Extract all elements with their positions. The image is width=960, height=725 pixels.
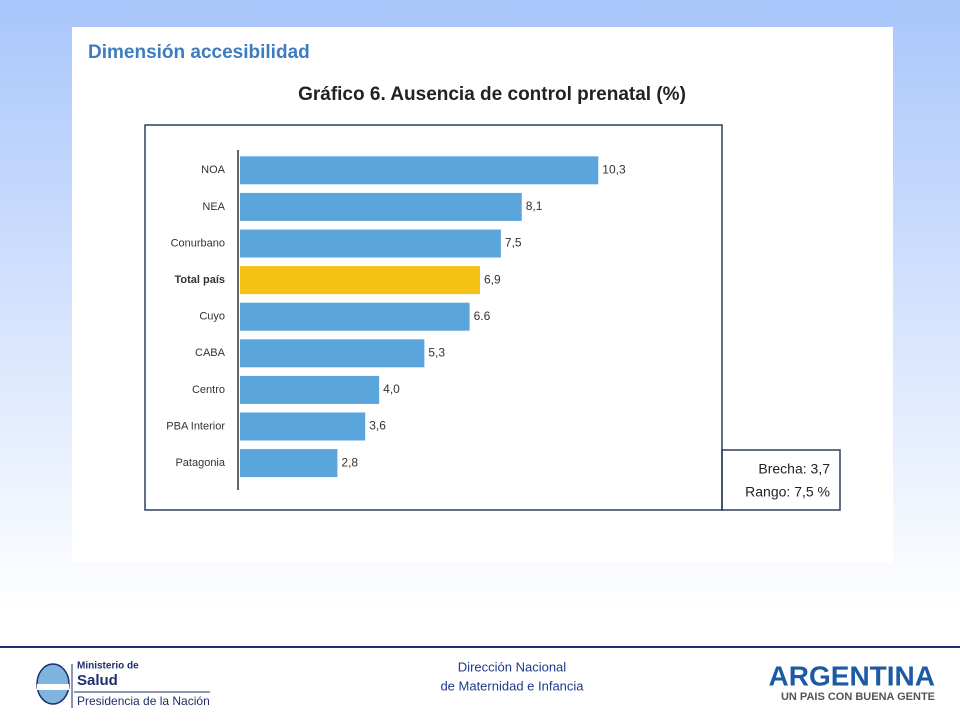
category-label: Total país [174,274,225,286]
heading: Dimensión accesibilidad [88,42,310,63]
value-label: 8,1 [526,199,543,213]
chart-frame [144,124,723,511]
footer-line: Dirección Nacional [458,659,566,674]
category-label: Cuyo [199,311,225,323]
bar [240,266,481,295]
panel [72,27,893,563]
ministry-text: Salud [77,672,118,689]
summary-box [721,449,841,511]
value-label: 3,6 [369,419,386,433]
bar [240,192,522,221]
footer-line: de Maternidad e Infancia [440,678,584,693]
bar [240,412,366,441]
chart-title: Gráfico 6. Ausencia de control prenatal … [298,84,686,105]
brand-slogan: UN PAIS CON BUENA GENTE [781,691,935,703]
value-label: 10,3 [602,162,626,176]
ministry-text: Presidencia de la Nación [77,694,210,708]
category-label: PBA Interior [166,420,225,432]
value-label: 6.6 [474,309,491,323]
category-label: NEA [202,201,225,213]
bar [240,156,599,185]
bar [240,339,425,368]
category-label: NOA [201,164,226,176]
value-label: 7,5 [505,236,522,250]
brecha: Brecha: 3,7 [758,461,830,477]
value-label: 2,8 [341,455,358,469]
ministry-text: Ministerio de [77,661,139,672]
value-label: 4,0 [383,382,400,396]
emblem-band [37,684,69,690]
bar [240,449,338,478]
bar [240,375,380,404]
category-label: Centro [192,384,225,396]
value-label: 5,3 [428,345,445,359]
rango: Rango: 7,5 % [745,484,830,500]
bar [240,229,501,258]
bar [240,302,470,331]
category-label: Patagonia [175,457,225,469]
brand-name: ARGENTINA [769,660,935,691]
bars: NOA 10,3 NEA 8,1 Conurbano 7,5 Total país 6,9 Cu… [166,156,626,478]
category-label: Conurbano [171,237,225,249]
category-label: CABA [195,347,226,359]
value-label: 6,9 [484,272,501,286]
